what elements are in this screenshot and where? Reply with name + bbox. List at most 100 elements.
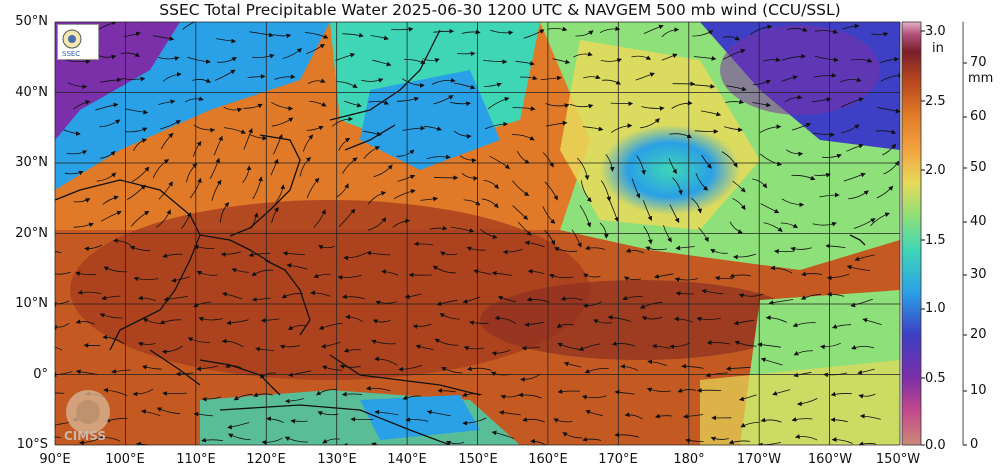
wind-arrow (560, 296, 583, 301)
wind-arrow (814, 29, 839, 34)
wind-arrow (313, 209, 326, 228)
wind-arrow (450, 226, 475, 233)
wind-arrow (102, 334, 125, 345)
cb-mm-tick-40: 40 (970, 214, 987, 229)
wind-arrow (675, 245, 695, 251)
wind-arrow (331, 116, 354, 127)
wind-arrow (760, 357, 783, 366)
wind-arrow (288, 324, 308, 331)
wind-arrow (79, 438, 100, 445)
wind-arrow (175, 371, 194, 377)
wind-arrow (249, 133, 268, 141)
wind-arrow (225, 363, 243, 369)
wind-arrow (152, 159, 170, 179)
lat-label-50n: 50°N (15, 14, 48, 29)
wind-arrow (582, 436, 602, 442)
wind-arrow (491, 430, 515, 439)
wind-arrow (622, 295, 643, 301)
wind-arrow (95, 102, 119, 111)
wind-arrow (306, 177, 320, 199)
wind-arrow (610, 101, 634, 107)
cb-mm-tick-20: 20 (970, 327, 987, 342)
wind-arrow (851, 58, 873, 63)
wind-arrow (880, 73, 900, 82)
wind-arrow (840, 97, 864, 108)
wind-arrow (221, 338, 244, 348)
wind-arrow (512, 180, 530, 197)
wind-arrow (781, 75, 798, 82)
wind-arrow (641, 316, 663, 321)
lon-label-140e: 140°E (387, 452, 427, 467)
wind-arrow (398, 364, 423, 372)
wind-arrow (614, 389, 635, 395)
wind-arrow (494, 315, 517, 325)
wind-arrow (759, 124, 782, 134)
lon-label-90e: 90°E (39, 452, 71, 467)
wind-arrow (846, 265, 871, 271)
wind-arrow (552, 58, 571, 65)
wind-arrow (843, 172, 866, 182)
wind-arrow (371, 442, 380, 445)
wind-arrow (544, 181, 558, 201)
wind-arrow (710, 248, 728, 254)
wind-arrow (563, 361, 582, 368)
wind-arrow (734, 340, 757, 347)
wind-arrow (402, 125, 426, 131)
wind-arrow (100, 210, 122, 222)
wind-arrow (336, 183, 349, 198)
wind-arrow (750, 24, 773, 35)
wind-arrow (426, 409, 451, 417)
wind-arrow (740, 422, 760, 428)
wind-arrow (288, 370, 312, 377)
wind-arrow (274, 74, 296, 80)
wind-arrow (220, 202, 230, 223)
wind-arrow (611, 341, 636, 347)
wind-arrow (723, 48, 746, 60)
wind-arrow (198, 316, 223, 322)
wind-arrow (273, 33, 292, 39)
wind-arrow (661, 53, 678, 61)
wind-arrow (791, 417, 813, 422)
wind-arrow (437, 388, 457, 394)
wind-arrow (260, 318, 280, 323)
wind-arrow (757, 442, 781, 445)
wind-arrow (436, 299, 458, 306)
wind-arrow (600, 180, 612, 202)
wind-arrow (584, 245, 606, 251)
wind-arrow (132, 388, 154, 397)
wind-arrow (275, 184, 286, 203)
wind-arrow (422, 57, 440, 63)
wind-arrow (130, 210, 150, 227)
wind-arrow (549, 273, 574, 279)
wind-arrow (583, 301, 602, 309)
wind-arrow (575, 30, 594, 37)
wind-arrow (343, 100, 362, 108)
wind-arrow (726, 85, 747, 92)
wind-arrow (457, 51, 476, 57)
wind-arrow (243, 103, 263, 109)
wind-arrow (103, 387, 128, 396)
wind-arrow (883, 160, 900, 175)
wind-arrow (876, 106, 900, 114)
wind-arrow (841, 124, 860, 134)
wind-arrow (133, 276, 159, 282)
wind-arrow (227, 433, 251, 441)
lon-label-180: 180° (673, 452, 705, 467)
cb-in-tick-0-5: 0.5 (925, 371, 946, 386)
wind-arrow (733, 319, 755, 326)
wind-arrow (138, 295, 156, 302)
wind-arrow (490, 29, 514, 36)
wind-arrow (335, 52, 356, 61)
wind-arrow (753, 80, 771, 86)
cb-in-tick-2-5: 2.5 (925, 94, 946, 109)
wind-arrow (785, 149, 804, 157)
lat-label-10s: 10°S (16, 437, 48, 452)
wind-arrow (193, 124, 216, 133)
wind-arrow (573, 51, 593, 58)
wind-arrow (639, 301, 663, 309)
wind-arrow (462, 392, 483, 397)
wind-arrow (497, 295, 517, 303)
wind-arrow (429, 225, 448, 231)
wind-arrow (671, 100, 693, 109)
